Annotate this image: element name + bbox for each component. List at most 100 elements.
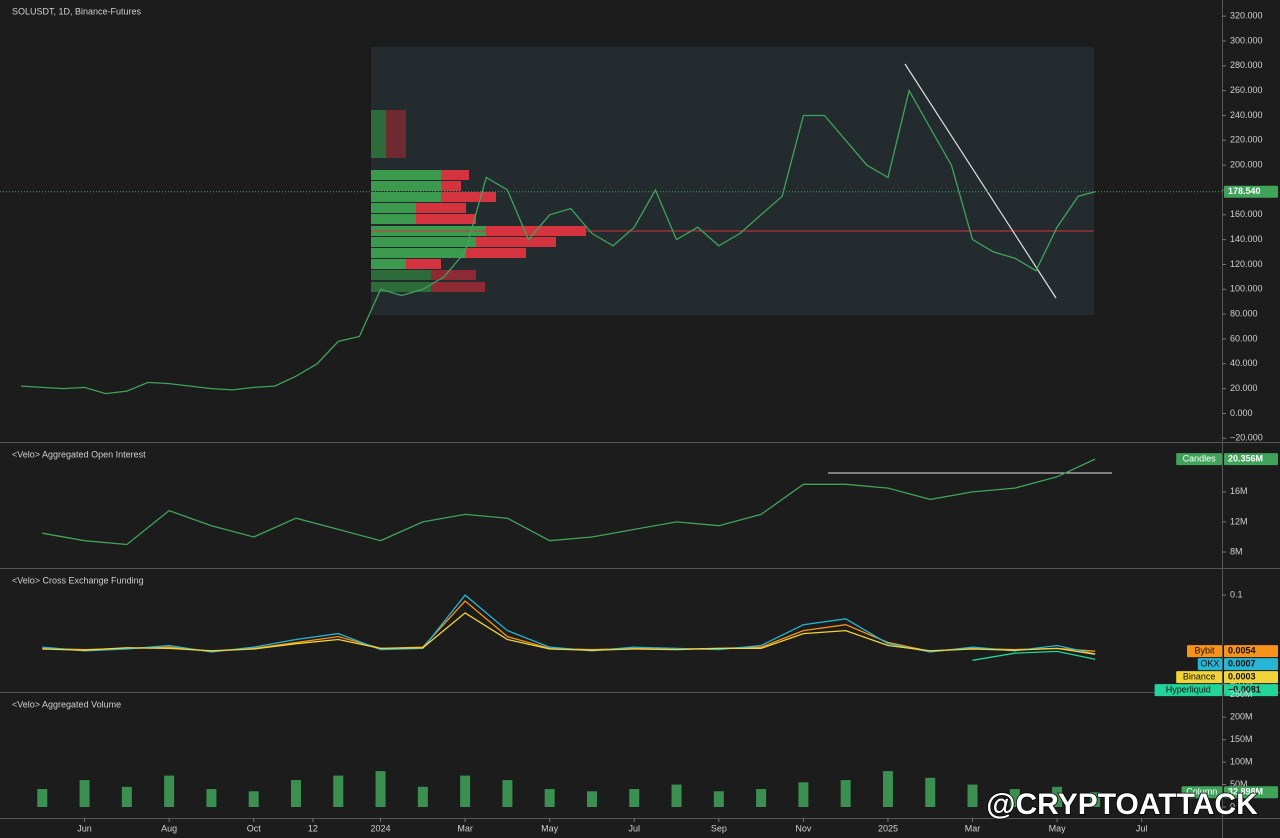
x-tick-label: Mar (457, 823, 473, 833)
y-tick-label: −0.05 (1230, 678, 1253, 688)
series-line (972, 650, 1096, 661)
y-tick-label: 100.000 (1230, 284, 1263, 294)
volume-bar (586, 791, 597, 808)
series-name-badge (1181, 786, 1222, 799)
volume-bar (544, 789, 555, 808)
y-tick-label: 320.000 (1230, 11, 1263, 21)
value-badge-label: 32.898M (1228, 787, 1263, 797)
x-tick-label: Jun (77, 823, 92, 833)
profile-bar (371, 248, 466, 258)
y-tick-label: 0.1 (1230, 589, 1243, 599)
profile-bar (386, 110, 406, 158)
x-tick-label: Jul (1136, 823, 1148, 833)
y-tick-label: 8M (1230, 546, 1243, 556)
series-line (42, 612, 1096, 655)
value-badge-label: 0.0054 (1228, 646, 1256, 656)
y-tick-label: 200.000 (1230, 160, 1263, 170)
profile-bar (371, 282, 431, 292)
y-tick-label: 16M (1230, 486, 1248, 496)
volume-bar (333, 775, 344, 808)
volume-bar (375, 771, 386, 808)
profile-bar (466, 248, 526, 258)
value-badge (1224, 684, 1278, 697)
profile-bar (371, 259, 406, 269)
volume-bar (164, 775, 175, 808)
volume-profile (371, 47, 1112, 474)
pane-title: <Velo> Aggregated Open Interest (12, 449, 146, 459)
volume-bar (925, 777, 936, 808)
x-tick-label: May (1049, 823, 1067, 833)
x-tick-label: 2024 (371, 823, 391, 833)
legend-label: Candles (1183, 453, 1217, 463)
series-name-badge (1197, 658, 1222, 671)
legend-label: OKX (1200, 659, 1219, 669)
profile-bar (371, 270, 431, 280)
pane-title: <Velo> Aggregated Volume (12, 699, 121, 709)
y-tick-label: 160.000 (1230, 209, 1263, 219)
legend-label: Binance (1183, 672, 1216, 682)
x-tick-label: Sep (711, 823, 727, 833)
trend-line (904, 63, 1057, 299)
y-tick-label: 120.000 (1230, 259, 1263, 269)
profile-box (371, 47, 1094, 315)
y-tick-label: 0.000 (1230, 408, 1253, 418)
y-tick-label: −20.000 (1230, 433, 1263, 443)
profile-bar (371, 170, 441, 180)
value-badge (1224, 671, 1278, 684)
x-tick-label: 12 (308, 823, 318, 833)
volume-bar (417, 786, 428, 808)
x-tick-label: Nov (795, 823, 812, 833)
profile-bar (371, 237, 476, 247)
volume-bar (290, 780, 301, 808)
series-line (21, 88, 1096, 395)
value-badge (1224, 645, 1278, 658)
profile-bar (431, 270, 476, 280)
profile-bar (416, 214, 476, 224)
profile-bar (371, 203, 416, 213)
value-badge-label: 20.356M (1228, 453, 1263, 463)
volume-bar (248, 791, 259, 808)
y-tick-label: 150M (1230, 734, 1253, 744)
x-tick-label: Jul (628, 823, 640, 833)
series-line (42, 458, 1096, 546)
profile-bar (441, 181, 461, 191)
series-name-badge (1176, 671, 1222, 684)
y-tick-label: 220.000 (1230, 135, 1263, 145)
pane-title: <Velo> Cross Exchange Funding (12, 575, 144, 585)
y-tick-label: 12M (1230, 516, 1248, 526)
value-badge-label: 0.0003 (1228, 672, 1256, 682)
volume-bar (882, 771, 893, 808)
volume-bar (460, 775, 471, 808)
profile-bar (406, 259, 441, 269)
series-name-badge (1154, 684, 1222, 697)
y-tick-label: 280.000 (1230, 60, 1263, 70)
series-name-badge (1176, 453, 1222, 466)
legend-label: Hyperliquid (1166, 685, 1211, 695)
volume-bar (840, 780, 851, 808)
profile-bar (371, 214, 416, 224)
value-badge-label: 178.540 (1228, 186, 1261, 196)
volume-bar (756, 789, 767, 808)
profile-bar (371, 181, 441, 191)
profile-bar (476, 237, 556, 247)
profile-bar (431, 282, 485, 292)
x-tick-label: 2025 (878, 823, 898, 833)
legend-label: Bybit (1194, 646, 1215, 656)
volume-bar (1052, 786, 1063, 808)
volume-bar (206, 789, 217, 808)
profile-bar (416, 203, 466, 213)
volume-bar (502, 780, 513, 808)
x-tick-label: Aug (161, 823, 177, 833)
y-tick-label: 50M (1230, 779, 1248, 789)
x-tick-label: Mar (965, 823, 981, 833)
y-tick-label: 140.000 (1230, 234, 1263, 244)
x-tick-label: May (541, 823, 559, 833)
y-tick-label: 20.000 (1230, 383, 1258, 393)
volume-bar (713, 791, 724, 808)
y-tick-label: 300.000 (1230, 35, 1263, 45)
volume-bar (121, 786, 132, 808)
volume-bar (1090, 792, 1101, 808)
volume-bar (798, 782, 809, 808)
volume-bar (629, 789, 640, 808)
